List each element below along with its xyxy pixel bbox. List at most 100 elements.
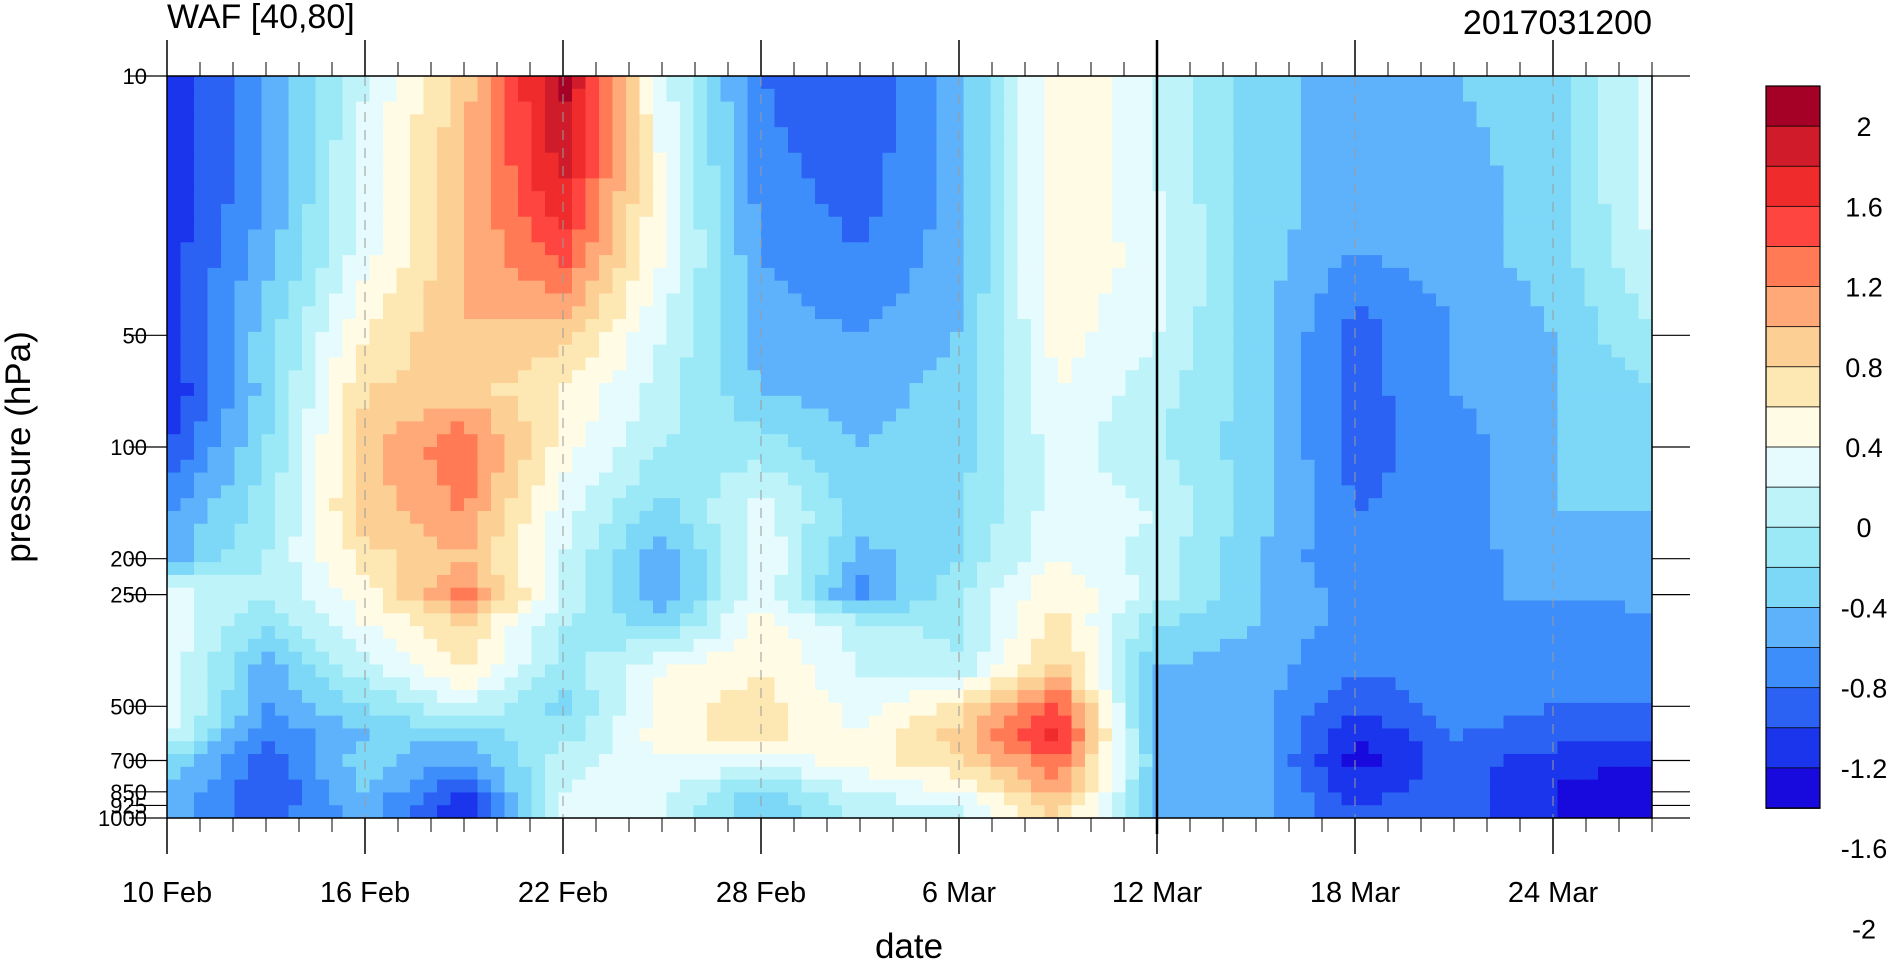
contour-cell bbox=[626, 421, 641, 435]
contour-cell bbox=[1341, 229, 1356, 243]
contour-cell bbox=[1287, 510, 1302, 525]
contour-cell bbox=[558, 587, 573, 602]
contour-cell bbox=[1274, 447, 1289, 461]
contour-cell bbox=[923, 139, 938, 154]
contour-cell bbox=[1476, 255, 1491, 269]
contour-cell bbox=[1193, 395, 1208, 410]
contour-cell bbox=[653, 395, 668, 410]
contour-cell bbox=[1125, 331, 1140, 346]
contour-cell bbox=[1625, 267, 1640, 282]
contour-cell bbox=[612, 434, 627, 448]
contour-cell bbox=[369, 229, 384, 243]
contour-cell bbox=[1112, 459, 1127, 474]
contour-cell bbox=[1031, 459, 1046, 474]
contour-cell bbox=[1557, 434, 1572, 448]
contour-cell bbox=[1139, 447, 1154, 461]
contour-cell bbox=[545, 293, 560, 307]
contour-cell bbox=[828, 549, 843, 563]
contour-cell bbox=[1274, 306, 1289, 320]
contour-cell bbox=[774, 203, 789, 218]
contour-cell bbox=[1031, 472, 1046, 486]
contour-cell bbox=[1044, 216, 1059, 231]
contour-cell bbox=[275, 152, 290, 167]
contour-cell bbox=[531, 549, 546, 563]
contour-cell bbox=[1260, 638, 1275, 653]
contour-cell bbox=[275, 408, 290, 423]
contour-cell bbox=[869, 587, 884, 602]
contour-cell bbox=[1220, 408, 1235, 423]
contour-cell bbox=[666, 267, 681, 282]
contour-cell bbox=[1557, 613, 1572, 627]
contour-cell bbox=[531, 191, 546, 205]
contour-cell bbox=[477, 651, 492, 666]
contour-cell bbox=[1476, 447, 1491, 461]
contour-cell bbox=[356, 459, 371, 474]
contour-cell bbox=[234, 255, 249, 269]
contour-cell bbox=[288, 165, 303, 179]
contour-cell bbox=[1490, 203, 1505, 218]
contour-cell bbox=[1355, 242, 1370, 256]
contour-cell bbox=[720, 651, 735, 666]
contour-cell bbox=[464, 638, 479, 653]
contour-cell bbox=[1638, 101, 1652, 115]
contour-cell bbox=[221, 498, 236, 512]
contour-cell bbox=[990, 523, 1005, 538]
contour-cell bbox=[1071, 395, 1086, 410]
contour-cell bbox=[950, 574, 965, 589]
contour-cell bbox=[1274, 178, 1289, 192]
contour-cell bbox=[1125, 178, 1140, 192]
contour-cell bbox=[1638, 76, 1652, 90]
contour-cell bbox=[1152, 523, 1167, 538]
contour-cell bbox=[1341, 574, 1356, 589]
contour-cell bbox=[248, 459, 263, 474]
contour-cell bbox=[1031, 600, 1046, 614]
contour-cell bbox=[491, 203, 506, 218]
contour-cell bbox=[1071, 280, 1086, 295]
contour-cell bbox=[1355, 357, 1370, 371]
contour-cell bbox=[464, 459, 479, 474]
contour-cell bbox=[1125, 101, 1140, 115]
contour-cell bbox=[896, 421, 911, 435]
contour-cell bbox=[1301, 613, 1316, 627]
contour-cell bbox=[1463, 395, 1478, 410]
contour-cell bbox=[1638, 267, 1652, 282]
contour-cell bbox=[1247, 255, 1262, 269]
contour-cell bbox=[1071, 587, 1086, 602]
contour-cell bbox=[1490, 255, 1505, 269]
contour-cell bbox=[1260, 523, 1275, 538]
contour-cell bbox=[1233, 306, 1248, 320]
contour-cell bbox=[761, 293, 776, 307]
contour-cell bbox=[1301, 510, 1316, 525]
contour-cell bbox=[1274, 638, 1289, 653]
contour-cell bbox=[315, 331, 330, 346]
contour-cell bbox=[329, 472, 344, 486]
contour-cell bbox=[1179, 178, 1194, 192]
contour-cell bbox=[1395, 319, 1410, 333]
contour-cell bbox=[680, 76, 695, 90]
contour-cell bbox=[1490, 344, 1505, 359]
contour-cell bbox=[1085, 280, 1100, 295]
contour-cell bbox=[329, 523, 344, 538]
contour-cell bbox=[1260, 191, 1275, 205]
contour-cell bbox=[869, 165, 884, 179]
contour-cell bbox=[1044, 447, 1059, 461]
contour-cell bbox=[1004, 510, 1019, 525]
contour-cell bbox=[167, 165, 182, 179]
contour-cell bbox=[639, 139, 654, 154]
contour-cell bbox=[342, 267, 357, 282]
contour-cell bbox=[815, 216, 830, 231]
contour-cell bbox=[234, 331, 249, 346]
contour-cell bbox=[653, 421, 668, 435]
contour-cell bbox=[1611, 191, 1626, 205]
contour-cell bbox=[1004, 536, 1019, 550]
contour-cell bbox=[1503, 613, 1518, 627]
contour-cell bbox=[1544, 421, 1559, 435]
contour-cell bbox=[1422, 191, 1437, 205]
contour-cell bbox=[315, 638, 330, 653]
contour-cell bbox=[1490, 447, 1505, 461]
contour-cell bbox=[558, 88, 573, 103]
contour-cell bbox=[221, 229, 236, 243]
contour-cell bbox=[950, 587, 965, 602]
contour-cell bbox=[518, 510, 533, 525]
contour-cell bbox=[1287, 498, 1302, 512]
